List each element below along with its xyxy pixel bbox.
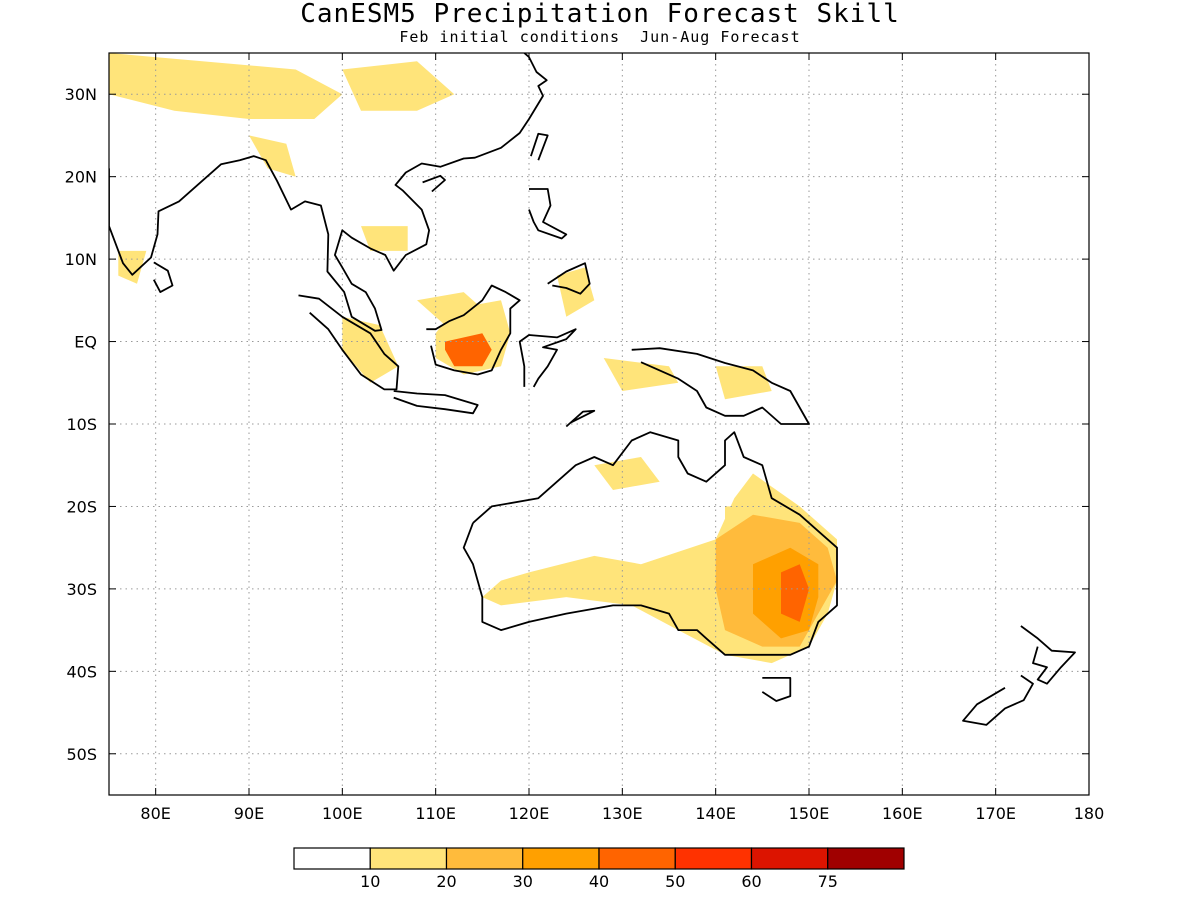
skill-shading-layer	[109, 53, 837, 664]
coastline-mainland	[109, 53, 548, 332]
skill-region-3	[417, 292, 483, 326]
skill-region-11	[781, 564, 809, 622]
colorbar-swatch-4	[598, 847, 676, 870]
lon-tick-label: 140E	[695, 804, 736, 823]
colorbar-label: 75	[818, 872, 838, 891]
coastline-mindanao	[547, 262, 591, 295]
skill-region-12	[109, 53, 343, 119]
colorbar-swatch-1	[369, 847, 448, 870]
lon-tick-label: 170E	[975, 804, 1016, 823]
lat-tick-label: 50S	[66, 745, 97, 764]
skill-region-7	[594, 457, 660, 490]
coastline-sumatra	[298, 294, 400, 391]
lon-tick-label: 160E	[882, 804, 923, 823]
coastline-australia	[462, 431, 838, 656]
coastline-layer	[109, 53, 1076, 726]
lat-tick-label: 40S	[66, 662, 97, 681]
lat-tick-label: 10N	[65, 250, 97, 269]
colorbar-swatch-7	[827, 847, 905, 870]
lat-tick-label: 20S	[66, 497, 97, 516]
skill-region-14	[249, 135, 296, 177]
colorbar: 10 20 30 40 50 60 75	[293, 847, 905, 891]
coastline-srilanka	[153, 261, 174, 294]
lat-lon-grid	[109, 53, 1089, 795]
coastline-newzealandsouth	[962, 674, 1034, 726]
colorbar-label: 20	[436, 872, 456, 891]
lon-tick-label: 180	[1074, 804, 1105, 823]
skill-region-16	[118, 250, 147, 284]
coastline-hainan	[422, 174, 446, 193]
colorbar-label: 40	[589, 872, 609, 891]
skill-region-13	[342, 61, 455, 111]
coastline-sulawesi	[518, 328, 577, 388]
coastline-luzon	[528, 188, 568, 240]
lon-tick-label: 90E	[234, 804, 264, 823]
chart-subtitle: Feb initial conditions Jun-Aug Forecast	[399, 28, 801, 46]
coastline-borneo	[426, 284, 521, 376]
lat-tick-label: 10S	[66, 415, 97, 434]
colorbar-swatch-2	[445, 847, 524, 870]
axis-ticks: 80E 90E 100E 110E 120E 130E 140E 150E 160E 170E 18…	[65, 53, 1105, 823]
lat-tick-label: 30S	[66, 580, 97, 599]
lon-tick-label: 130E	[602, 804, 643, 823]
coastline-tasmania	[761, 677, 792, 702]
coastline-newzealandnorth	[1020, 625, 1076, 685]
lon-tick-label: 120E	[509, 804, 550, 823]
colorbar-swatch-6	[750, 847, 829, 870]
skill-region-5	[715, 366, 772, 400]
colorbar-swatch-3	[522, 847, 600, 870]
colorbar-label: 10	[360, 872, 380, 891]
skill-region-17	[342, 316, 399, 383]
colorbar-label: 60	[741, 872, 761, 891]
skill-region-4	[603, 358, 679, 391]
coastline-taiwan	[530, 132, 549, 161]
chart-title: CanESM5 Precipitation Forecast Skill	[300, 0, 900, 29]
coastline-java	[393, 390, 479, 415]
coastline-newguinea	[631, 347, 810, 425]
lat-tick-label: 20N	[65, 168, 97, 187]
lat-tick-label: 30N	[65, 85, 97, 104]
lat-tick-label: EQ	[74, 333, 97, 352]
lon-tick-label: 150E	[789, 804, 830, 823]
colorbar-label: 50	[665, 872, 685, 891]
lon-tick-label: 110E	[415, 804, 456, 823]
coastline-timor	[565, 409, 596, 428]
colorbar-label: 30	[513, 872, 533, 891]
skill-region-15	[361, 226, 408, 251]
colorbar-swatch-0	[293, 847, 371, 870]
lon-tick-label: 100E	[322, 804, 363, 823]
lon-tick-label: 80E	[140, 804, 170, 823]
colorbar-swatch-5	[674, 847, 753, 870]
